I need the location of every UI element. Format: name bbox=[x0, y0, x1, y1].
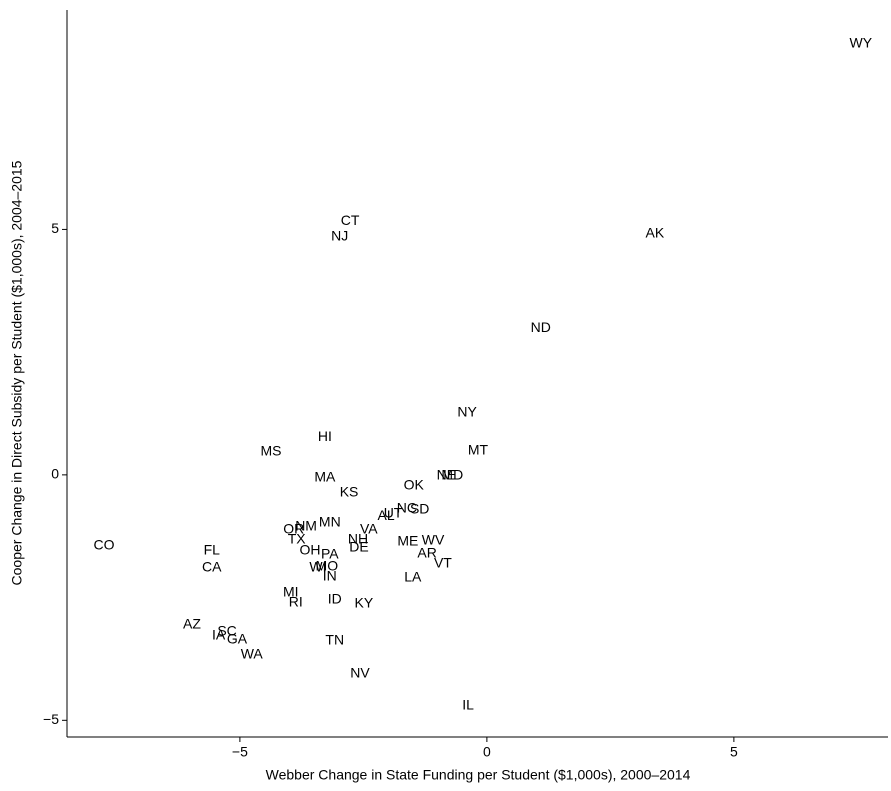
x-tick-label: 0 bbox=[483, 744, 491, 760]
point-label: ME bbox=[397, 532, 418, 548]
point-label: WV bbox=[422, 531, 445, 547]
point-label: KS bbox=[340, 484, 359, 500]
point-label: FL bbox=[204, 542, 221, 558]
point-label: ND bbox=[531, 319, 551, 335]
y-tick-label: −5 bbox=[43, 711, 59, 727]
point-label: NY bbox=[457, 404, 477, 420]
point-label: WI bbox=[309, 558, 326, 574]
point-label: MD bbox=[441, 467, 463, 483]
point-label: ID bbox=[328, 591, 342, 607]
point-label: AL bbox=[378, 507, 395, 523]
x-axis-label: Webber Change in State Funding per Stude… bbox=[266, 767, 691, 783]
point-label: CT bbox=[341, 212, 360, 228]
point-label: RI bbox=[289, 594, 303, 610]
point-label: NH bbox=[348, 530, 368, 546]
point-label: AZ bbox=[183, 615, 201, 631]
y-tick-label: 0 bbox=[51, 466, 59, 482]
point-label: NJ bbox=[331, 227, 348, 243]
x-tick-label: 5 bbox=[730, 744, 738, 760]
y-tick-label: 5 bbox=[51, 220, 59, 236]
point-label: WA bbox=[241, 646, 264, 662]
point-label: NC bbox=[397, 499, 417, 515]
point-label: PA bbox=[321, 546, 339, 562]
point-label: OR bbox=[283, 521, 304, 537]
point-label: VT bbox=[434, 554, 452, 570]
point-label: CA bbox=[202, 558, 222, 574]
point-label: MO bbox=[316, 557, 339, 573]
point-label: SC bbox=[217, 623, 236, 639]
point-label: KY bbox=[355, 595, 374, 611]
point-label: IN bbox=[323, 568, 337, 584]
point-label: TN bbox=[325, 631, 344, 647]
point-label: VA bbox=[360, 521, 378, 537]
point-label: MN bbox=[319, 514, 341, 530]
point-label: CO bbox=[94, 537, 115, 553]
point-label: MS bbox=[261, 442, 282, 458]
point-label: DE bbox=[349, 539, 368, 555]
point-label: HI bbox=[318, 428, 332, 444]
point-label: MI bbox=[283, 583, 299, 599]
point-label: IL bbox=[462, 696, 474, 712]
point-label: AR bbox=[417, 545, 436, 561]
point-label: WY bbox=[850, 35, 873, 51]
point-label: UT bbox=[384, 504, 403, 520]
point-label: NM bbox=[295, 518, 317, 534]
y-axis-label: Cooper Change in Direct Subsidy per Stud… bbox=[9, 160, 25, 585]
point-label: OK bbox=[404, 476, 425, 492]
point-label: NE bbox=[437, 467, 456, 483]
point-label: MA bbox=[314, 469, 336, 485]
x-tick-label: −5 bbox=[232, 744, 248, 760]
point-label: LA bbox=[404, 569, 422, 585]
point-label: SD bbox=[410, 500, 429, 516]
point-label: TX bbox=[288, 530, 307, 546]
point-label: GA bbox=[227, 631, 248, 647]
point-label: OH bbox=[300, 542, 321, 558]
point-label: IA bbox=[212, 627, 226, 643]
point-label: AK bbox=[645, 225, 664, 241]
point-label: MT bbox=[468, 442, 489, 458]
point-label: NV bbox=[350, 664, 370, 680]
